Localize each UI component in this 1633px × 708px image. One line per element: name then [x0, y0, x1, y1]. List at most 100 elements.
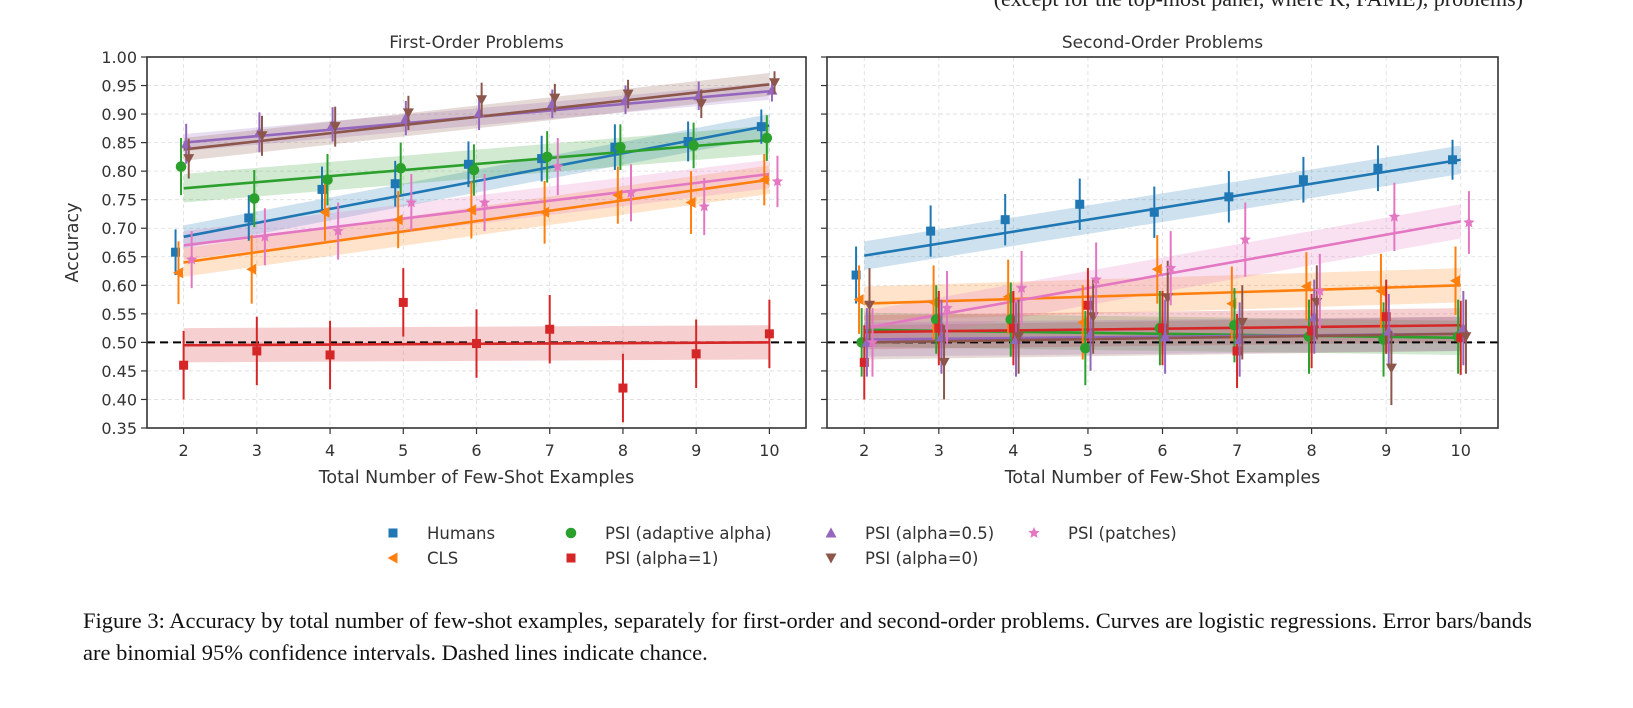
fit-line-cls: [183, 178, 770, 264]
data-point-psi-alpha-0-5: [1159, 331, 1171, 342]
panel-first-order: 2 3 4 5 6 7 8 9 10 0.35 0.40 0.45 0.50 0.55 0.60 0.65 0.…: [63, 33, 807, 488]
legend-label: PSI (adaptive alpha): [605, 524, 772, 543]
data-point-psi-patches: [941, 302, 953, 313]
x-tick-label: 5: [398, 441, 408, 460]
x-tick-label: 3: [252, 441, 262, 460]
legend-item-psi-patches: PSI (patches): [1028, 524, 1177, 543]
data-point-psi-adaptive-alpha: [395, 163, 407, 174]
y-tick-label: 0.45: [101, 362, 137, 381]
data-point-psi-alpha-0: [183, 154, 195, 165]
fit-line-psi-patches: [183, 172, 770, 247]
data-point-psi-adaptive-alpha: [1080, 342, 1091, 354]
data-point-psi-alpha-0: [769, 78, 780, 89]
data-point-humans: [317, 184, 327, 194]
y-tick-label: 0.60: [101, 276, 137, 295]
data-point-psi-alpha-1: [252, 346, 262, 356]
legend-item-psi-alpha-0-5: PSI (alpha=0.5): [825, 524, 994, 543]
data-point-humans: [1448, 155, 1458, 165]
data-point-psi-alpha-1: [764, 329, 774, 339]
data-point-cls: [465, 204, 476, 216]
legend-item-psi-adaptive-alpha: PSI (adaptive alpha): [565, 524, 772, 543]
data-point-psi-alpha-0: [864, 300, 875, 311]
data-point-cls: [392, 214, 403, 226]
data-point-psi-adaptive-alpha: [468, 164, 480, 176]
data-point-psi-alpha-1: [179, 360, 189, 370]
data-point-psi-patches: [1314, 285, 1326, 296]
data-point-cls: [853, 294, 864, 306]
y-tick-label: 0.80: [101, 162, 137, 181]
data-point-psi-alpha-0: [256, 131, 268, 142]
y-tick-label: 0.95: [101, 77, 137, 96]
data-point-psi-alpha-1: [1456, 333, 1466, 343]
x-tick-label: 4: [325, 441, 335, 460]
x-tick-label: 2: [859, 441, 869, 460]
legend-marker-psi-alpha-1: [566, 553, 576, 563]
x-tick-label: 3: [934, 441, 944, 460]
legend-label: PSI (alpha=0): [865, 549, 978, 568]
y-tick-label: 0.50: [101, 333, 137, 352]
y-tick-label: 0.40: [101, 390, 137, 409]
data-point-psi-adaptive-alpha: [615, 141, 626, 153]
data-point-cls: [758, 174, 769, 186]
fit-line-humans: [864, 158, 1461, 257]
data-point-psi-patches: [1015, 282, 1028, 293]
legend-marker-humans: [388, 528, 398, 538]
legend-marker-cls: [387, 552, 398, 564]
data-point-psi-adaptive-alpha: [248, 193, 260, 204]
data-point-psi-adaptive-alpha: [541, 151, 553, 163]
legend-marker-psi-adaptive-alpha: [565, 527, 577, 539]
data-point-psi-alpha-0: [329, 122, 341, 133]
x-tick-label: 8: [618, 441, 628, 460]
data-point-cls: [539, 206, 550, 218]
data-point-psi-adaptive-alpha: [1378, 334, 1389, 345]
legend-marker-psi-patches: [1028, 527, 1040, 538]
data-point-psi-alpha-0: [1385, 363, 1397, 374]
data-point-psi-alpha-1: [1232, 346, 1242, 356]
data-point-psi-patches: [1090, 273, 1102, 285]
data-point-humans: [683, 136, 693, 146]
data-point-psi-patches: [552, 160, 564, 172]
data-point-psi-alpha-1: [618, 383, 628, 393]
data-point-psi-patches: [625, 186, 637, 198]
y-axis-label: Accuracy: [63, 203, 83, 283]
data-point-psi-alpha-1: [1008, 323, 1018, 333]
data-point-cls: [173, 267, 183, 279]
data-point-psi-adaptive-alpha: [930, 314, 942, 325]
data-point-cls: [1300, 280, 1311, 292]
data-point-psi-adaptive-alpha: [1229, 319, 1240, 331]
data-point-humans: [851, 270, 861, 280]
x-tick-label: 10: [759, 441, 779, 460]
data-point-psi-alpha-0: [402, 108, 414, 119]
data-point-cls: [1375, 285, 1386, 297]
data-point-psi-alpha-1: [691, 349, 701, 359]
data-point-psi-alpha-0: [476, 95, 488, 106]
data-point-psi-alpha-1: [934, 323, 944, 333]
x-axis-label: Total Number of Few-Shot Examples: [318, 468, 635, 488]
x-tick-label: 9: [691, 441, 701, 460]
data-point-cls: [612, 189, 623, 201]
legend-item-psi-alpha-0: PSI (alpha=0): [825, 549, 978, 568]
data-point-cls: [1151, 263, 1162, 275]
data-point-psi-alpha-1: [1307, 326, 1317, 336]
legend-marker-psi-alpha-0: [825, 553, 837, 564]
data-point-psi-adaptive-alpha: [761, 132, 773, 144]
legend-label: PSI (alpha=0.5): [865, 524, 994, 543]
y-tick-label: 0.90: [101, 105, 137, 124]
panel-title: First-Order Problems: [389, 33, 564, 53]
x-tick-label: 9: [1381, 441, 1391, 460]
x-tick-label: 6: [1157, 441, 1167, 460]
data-point-psi-patches: [259, 230, 271, 242]
data-point-psi-patches: [478, 196, 491, 208]
data-point-psi-patches: [186, 253, 198, 265]
fit-line-psi-patches: [864, 220, 1461, 330]
data-point-psi-patches: [1239, 233, 1251, 245]
y-tick-label: 0.70: [101, 219, 137, 238]
legend: Humans PSI (adaptive alpha) PSI (alpha=0.5…: [387, 524, 1177, 568]
data-point-psi-alpha-1: [472, 339, 481, 349]
x-tick-label: 2: [179, 441, 189, 460]
legend-item-cls: CLS: [387, 549, 458, 568]
data-point-psi-patches: [698, 200, 710, 212]
panel-title: Second-Order Problems: [1062, 33, 1263, 53]
x-tick-label: 4: [1008, 441, 1018, 460]
data-point-humans: [463, 159, 473, 169]
